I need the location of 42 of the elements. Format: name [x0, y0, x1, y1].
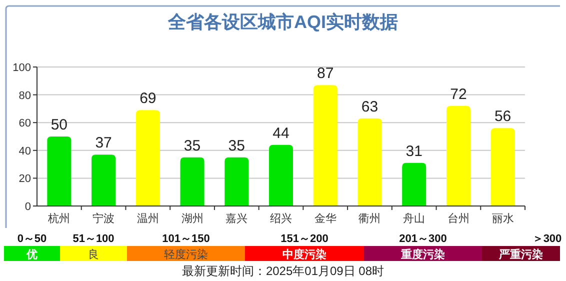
y-tick-label: 60 — [18, 118, 31, 130]
x-tick-label: 衢州 — [358, 212, 381, 225]
x-tick-label: 绍兴 — [270, 212, 292, 225]
data-label: 69 — [140, 90, 156, 108]
data-label: 35 — [184, 137, 201, 154]
y-tick-label: 0 — [24, 201, 31, 213]
text: 151～200 — [280, 233, 328, 245]
category-label: 中度污染 — [282, 248, 326, 261]
text: 51～100 — [72, 233, 114, 245]
x-tick-label: 台州 — [447, 212, 470, 225]
y-tick-label: 20 — [18, 173, 31, 186]
x-tick-label: 宁波 — [92, 212, 115, 225]
x-tick-label: 湖州 — [181, 212, 204, 225]
chart-title: 全省各设区城市AQI实时数据 — [166, 12, 398, 32]
data-label: 63 — [361, 98, 378, 116]
y-tick-label: 100 — [12, 62, 31, 74]
y-tick-label: 80 — [18, 90, 31, 102]
data-label: 56 — [494, 108, 512, 126]
data-label: 50 — [50, 116, 68, 134]
x-tick-label: 杭州 — [47, 212, 70, 225]
data-label: 37 — [95, 134, 112, 152]
x-tick-label: 丽水 — [492, 212, 514, 225]
text: 最新更新时间：2025年01月09日 08时 — [182, 264, 384, 278]
category-label: 优 — [26, 248, 38, 261]
data-label: 72 — [450, 86, 467, 103]
y-tick-label: 40 — [18, 145, 31, 158]
category-label: 重度污染 — [400, 248, 445, 261]
data-label: 31 — [406, 142, 422, 160]
category-label: 良 — [88, 248, 99, 261]
data-label: 87 — [317, 65, 334, 82]
text: 101～150 — [162, 233, 210, 245]
text: 0～50 — [17, 233, 47, 245]
x-tick-label: 金华 — [314, 213, 336, 225]
x-tick-label: 舟山 — [403, 212, 426, 225]
x-tick-label: 温州 — [136, 212, 159, 225]
category-label: 轻度污染 — [164, 248, 208, 261]
x-tick-label: 嘉兴 — [226, 212, 248, 225]
text: ＞300 — [532, 233, 562, 245]
text: 201～300 — [399, 233, 447, 245]
category-label: 严重污染 — [498, 248, 543, 261]
data-label: 44 — [272, 124, 290, 142]
data-label: 35 — [228, 137, 245, 154]
